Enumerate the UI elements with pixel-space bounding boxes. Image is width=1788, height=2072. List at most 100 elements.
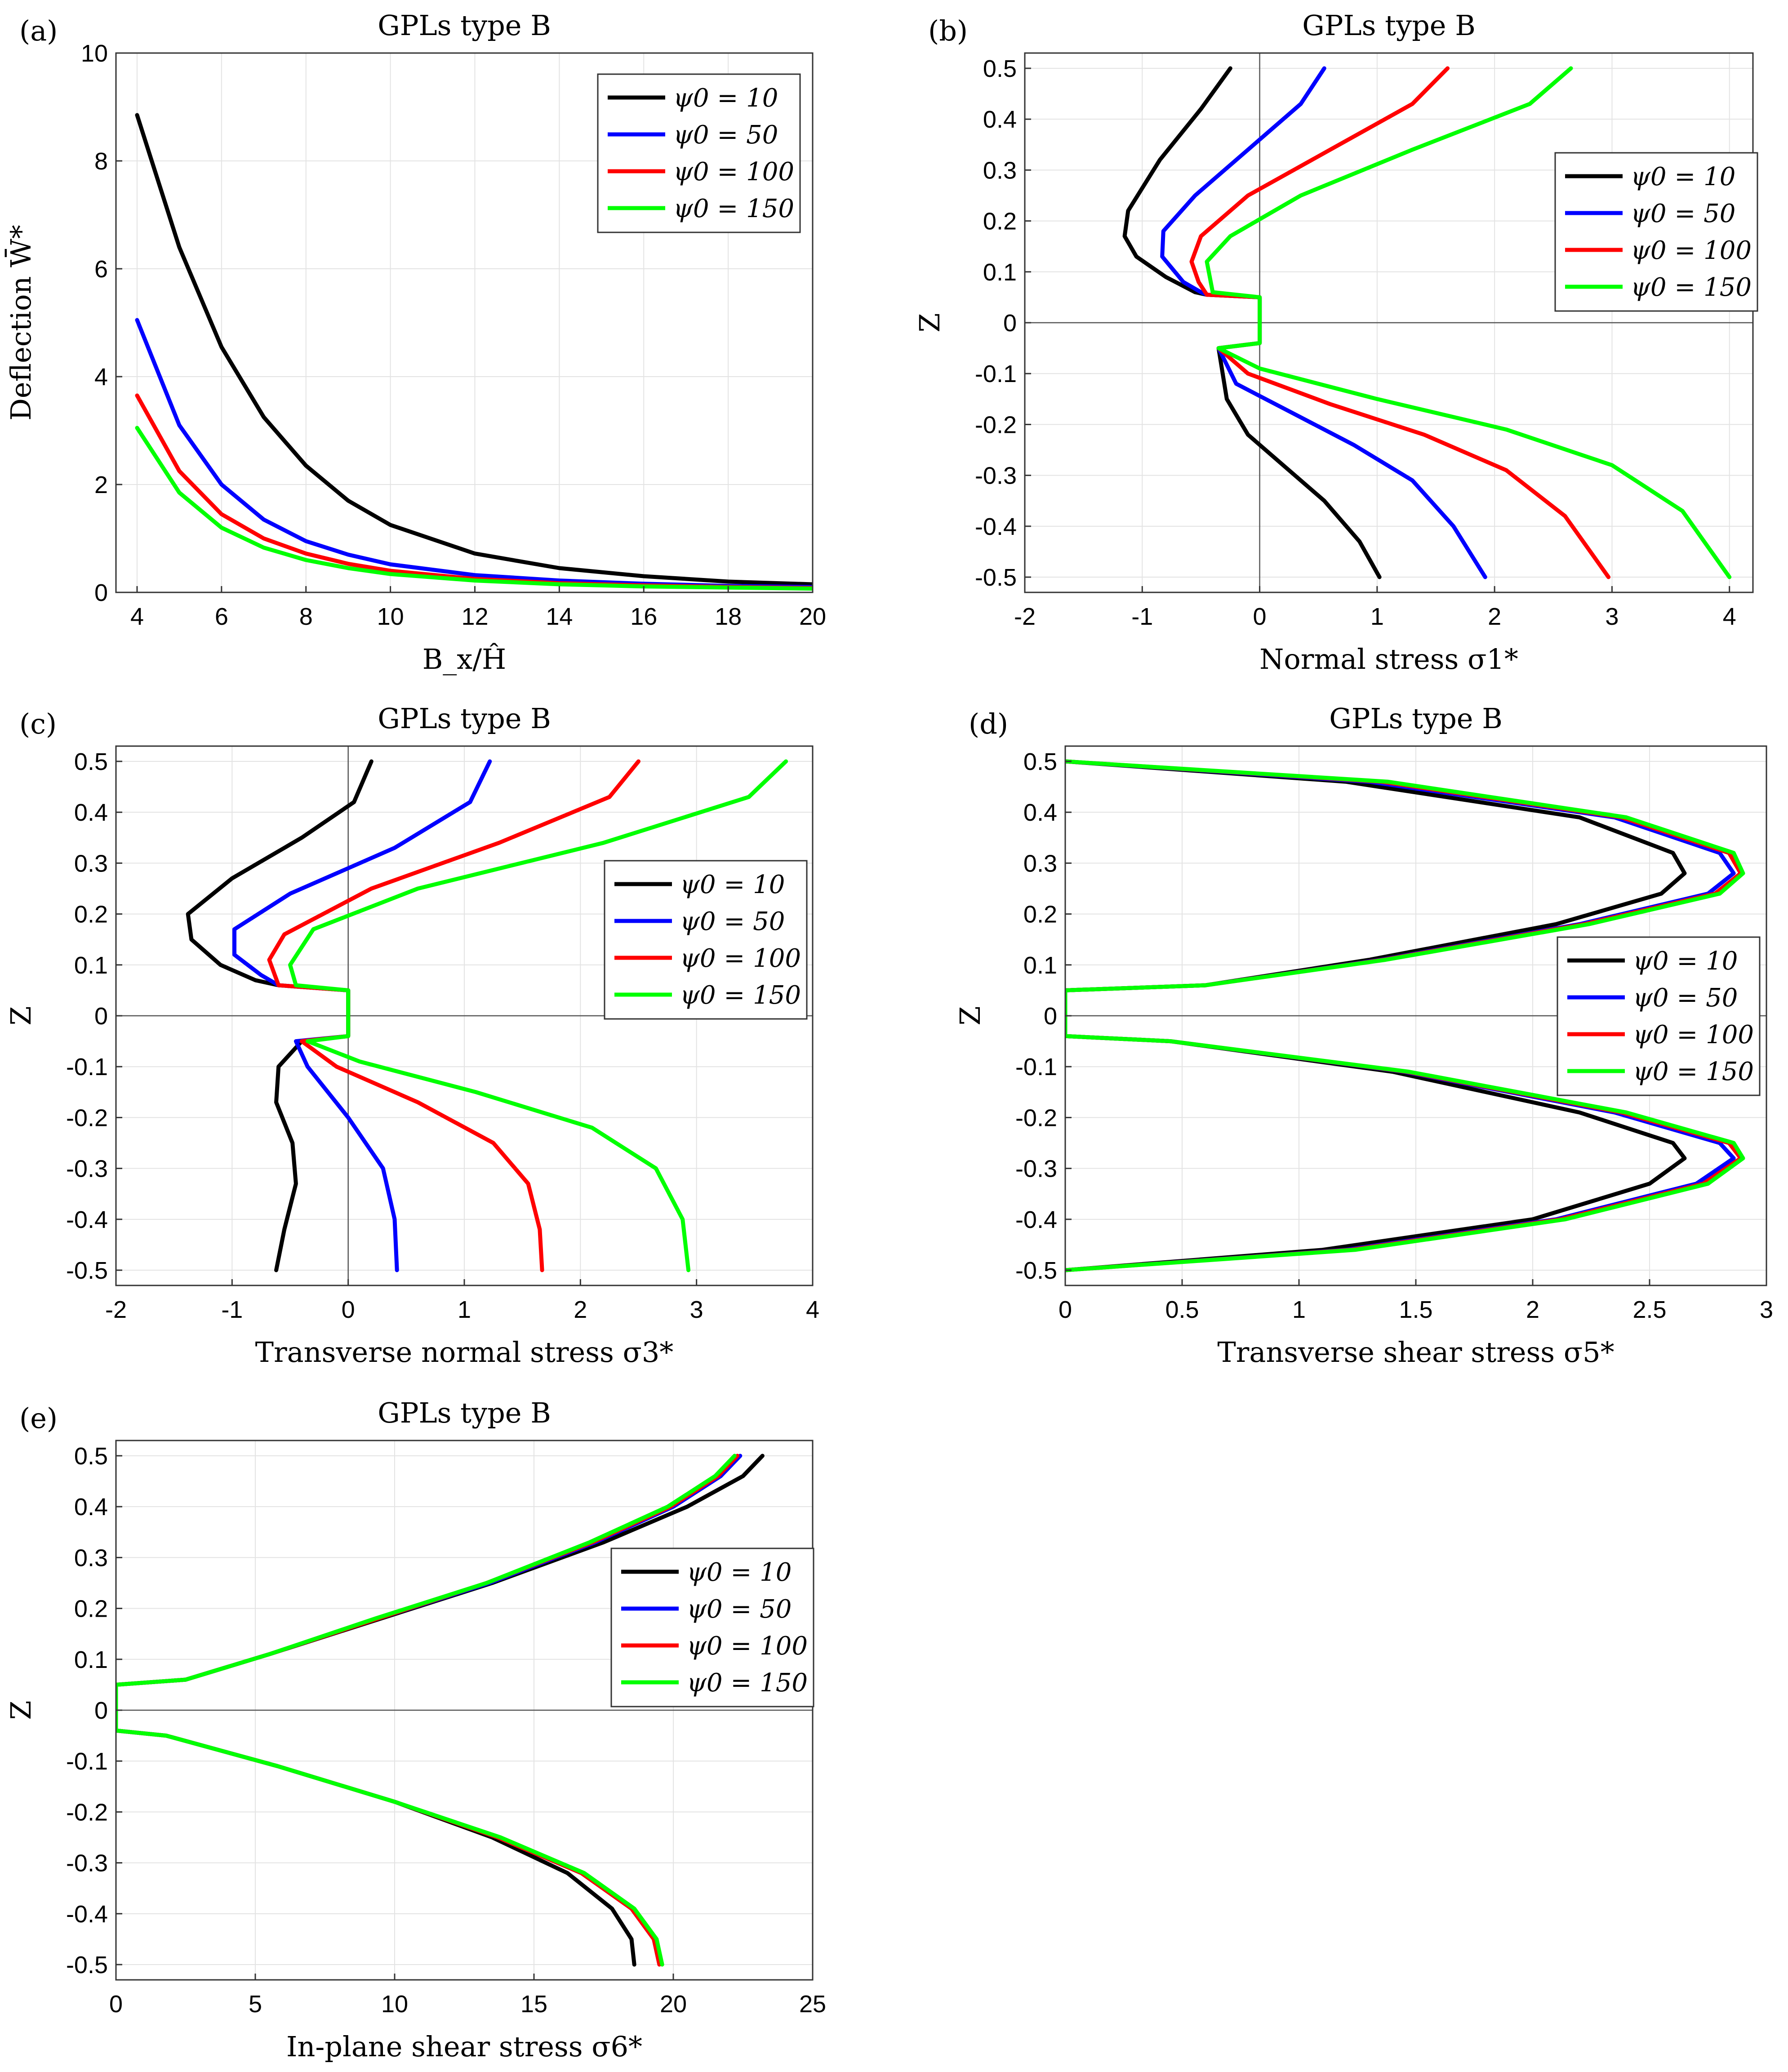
x-tick-label: 0.5 xyxy=(1165,1296,1199,1323)
y-tick-label: 0 xyxy=(94,1003,108,1030)
y-tick-label: 0.3 xyxy=(1023,850,1057,877)
x-tick-label: 4 xyxy=(1723,603,1736,630)
y-axis-label: Deflection W̄* xyxy=(4,225,37,421)
panel-d: 0 0.5 1 1.5 2 2.5 3 0.5 0.4 0.3 0.2 0.1 0 -0.1 -0.2 -0.… xyxy=(954,702,1773,1369)
x-tick-label: -1 xyxy=(221,1296,243,1323)
y-tick-label: 0.4 xyxy=(983,106,1017,133)
legend-entry: ψ0 = 100 xyxy=(687,1632,808,1661)
series-line-0 xyxy=(116,1454,765,1967)
chart-title: GPLs type B xyxy=(378,702,551,735)
x-axis-label: Transverse shear stress σ5* xyxy=(1217,1336,1614,1369)
y-tick-label: -0.3 xyxy=(66,1156,108,1183)
legend-entry: ψ0 = 150 xyxy=(687,1668,808,1698)
y-tick-label: -0.2 xyxy=(975,411,1017,438)
y-tick-label: 0.1 xyxy=(74,1646,108,1673)
y-tick-label: 8 xyxy=(94,148,108,175)
legend: ψ0 = 10 ψ0 = 50 ψ0 = 100 ψ0 = 150 xyxy=(610,1547,814,1707)
x-tick-label: -2 xyxy=(105,1296,127,1323)
y-tick-label: -0.3 xyxy=(975,462,1017,489)
y-tick-label: 0.1 xyxy=(74,952,108,979)
chart-title: GPLs type B xyxy=(378,1396,551,1429)
panel-a: 4 6 8 10 12 14 16 18 20 0 2 4 6 8 10 GPLs type B (a) B_x/… xyxy=(4,9,826,676)
y-axis-label: Z xyxy=(913,313,946,332)
x-tick-label: 4 xyxy=(130,603,144,630)
panel-e: 0 5 10 15 20 25 0.5 0.4 0.3 0.2 0.1 0 -0.1 -0.2 -0.3 -0… xyxy=(4,1396,826,2063)
y-tick-label: -0.1 xyxy=(1015,1054,1057,1080)
legend-entry: ψ0 = 50 xyxy=(673,120,778,150)
x-tick-label: 0 xyxy=(342,1296,355,1323)
legend: ψ0 = 10 ψ0 = 50 ψ0 = 100 ψ0 = 150 xyxy=(597,73,801,233)
series-line-3 xyxy=(1065,759,1745,1272)
x-tick-label: 0 xyxy=(1059,1296,1072,1323)
series-line-0 xyxy=(135,113,813,587)
legend-entry: ψ0 = 100 xyxy=(1631,236,1752,265)
y-tick-label: 0.5 xyxy=(1023,748,1057,775)
y-axis-label: Z xyxy=(4,1700,37,1720)
x-tick-label: 0 xyxy=(109,1991,123,2018)
y-tick-label: -0.1 xyxy=(66,1054,108,1080)
series-line-1 xyxy=(1065,759,1736,1272)
panel-b: -2 -1 0 1 2 3 4 0.5 0.4 0.3 0.2 0.1 0 -0.1 -0.2 -0.3 -0.… xyxy=(913,9,1758,676)
legend-entry: ψ0 = 10 xyxy=(1633,947,1738,976)
y-tick-label: -0.4 xyxy=(1015,1206,1057,1233)
panel-c: -2 -1 0 1 2 3 4 0.5 0.4 0.3 0.2 0.1 0 -0.1 -0.2 -0.3 -0.… xyxy=(4,702,819,1369)
y-tick-label: 0.3 xyxy=(74,1544,108,1571)
y-tick-label: 0.1 xyxy=(1023,952,1057,979)
y-tick-label: 0 xyxy=(1044,1003,1057,1030)
legend-entry: ψ0 = 50 xyxy=(1631,199,1735,228)
y-tick-label: 6 xyxy=(94,256,108,283)
x-tick-label: 1.5 xyxy=(1399,1296,1432,1323)
y-tick-label: -0.5 xyxy=(975,564,1017,591)
x-tick-label: -1 xyxy=(1131,603,1153,630)
y-tick-label: -0.1 xyxy=(975,360,1017,387)
x-axis-label: Transverse normal stress σ3* xyxy=(255,1336,674,1369)
legend-box xyxy=(1557,936,1761,1096)
y-tick-label: 0.4 xyxy=(74,799,108,826)
y-tick-label: -0.2 xyxy=(66,1104,108,1131)
series-line-3 xyxy=(135,426,813,591)
x-tick-label: 10 xyxy=(381,1991,408,2018)
x-tick-label: 1 xyxy=(1292,1296,1306,1323)
x-tick-label: 6 xyxy=(215,603,228,630)
legend: ψ0 = 10 ψ0 = 50 ψ0 = 100 ψ0 = 150 xyxy=(1557,936,1761,1096)
x-tick-label: 15 xyxy=(520,1991,547,2018)
series-line-0 xyxy=(1065,759,1687,1272)
y-tick-label: 0 xyxy=(1003,310,1017,337)
x-tick-label: 14 xyxy=(546,603,573,630)
panel-label: (b) xyxy=(928,14,968,47)
legend: ψ0 = 10 ψ0 = 50 ψ0 = 100 ψ0 = 150 xyxy=(1554,152,1758,312)
y-tick-label: 2 xyxy=(94,471,108,498)
x-tick-label: 3 xyxy=(1760,1296,1773,1323)
x-tick-label: 3 xyxy=(690,1296,703,1323)
y-tick-label: 0.4 xyxy=(1023,799,1057,826)
x-tick-label: 1 xyxy=(1370,603,1384,630)
legend-box xyxy=(1554,152,1758,312)
panel-label: (e) xyxy=(19,1402,58,1435)
y-tick-label: 0.2 xyxy=(1023,901,1057,928)
x-axis-label: Normal stress σ1* xyxy=(1259,643,1518,676)
x-axis-label: In-plane shear stress σ6* xyxy=(286,2030,642,2063)
y-tick-label: 0.5 xyxy=(983,55,1017,82)
legend-entry: ψ0 = 150 xyxy=(680,981,801,1010)
panel-label: (c) xyxy=(19,707,57,740)
x-tick-label: 16 xyxy=(630,603,657,630)
legend-entry: ψ0 = 150 xyxy=(673,194,794,223)
x-tick-label: 5 xyxy=(249,1991,262,2018)
y-tick-label: -0.5 xyxy=(66,1257,108,1284)
y-tick-label: 0.5 xyxy=(74,748,108,775)
x-tick-label: 10 xyxy=(377,603,404,630)
y-tick-label: -0.3 xyxy=(66,1850,108,1877)
chart-title: GPLs type B xyxy=(1302,9,1476,42)
y-tick-label: 0.2 xyxy=(983,208,1017,235)
y-tick-label: -0.4 xyxy=(975,513,1017,540)
x-tick-label: 18 xyxy=(715,603,742,630)
y-tick-label: 0.3 xyxy=(983,157,1017,184)
y-tick-label: -0.4 xyxy=(66,1901,108,1928)
axes-box xyxy=(115,52,814,593)
legend-entry: ψ0 = 100 xyxy=(1633,1020,1754,1049)
x-tick-label: 3 xyxy=(1605,603,1619,630)
legend-entry: ψ0 = 50 xyxy=(1633,983,1738,1013)
x-tick-label: 25 xyxy=(799,1991,826,2018)
y-tick-label: -0.4 xyxy=(66,1206,108,1233)
